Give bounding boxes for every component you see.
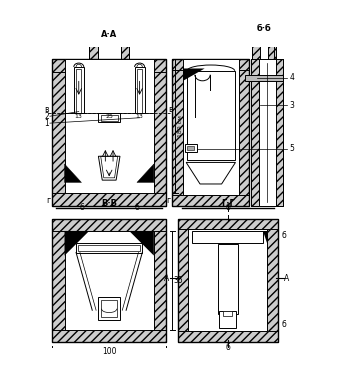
Bar	[89, 42, 129, 59]
Bar	[223, 311, 233, 316]
Bar	[172, 59, 183, 206]
Bar	[267, 219, 278, 342]
Text: г: г	[46, 196, 51, 205]
Polygon shape	[98, 156, 120, 180]
Bar	[76, 69, 82, 113]
Bar	[178, 219, 188, 342]
Bar	[154, 219, 166, 342]
Bar	[251, 59, 283, 206]
Bar	[52, 59, 166, 72]
Bar	[154, 59, 166, 206]
Bar	[178, 331, 278, 342]
Bar	[137, 69, 142, 113]
Text: 13: 13	[75, 115, 83, 120]
Text: в: в	[44, 105, 48, 114]
Bar	[252, 36, 274, 59]
Text: A·A: A·A	[101, 30, 117, 39]
Bar	[52, 59, 166, 206]
Bar	[52, 59, 64, 206]
Text: 5: 5	[289, 144, 294, 153]
Bar	[239, 59, 249, 206]
Text: 1: 1	[44, 119, 49, 128]
Bar	[183, 59, 239, 195]
Bar	[52, 219, 64, 342]
Bar	[52, 219, 166, 231]
Polygon shape	[129, 231, 154, 256]
Bar	[192, 231, 263, 243]
Text: б: б	[225, 343, 230, 352]
Bar	[268, 36, 276, 59]
Bar	[178, 219, 278, 230]
Bar	[218, 244, 238, 314]
Bar	[188, 230, 267, 331]
Bar	[172, 59, 249, 70]
Bar	[245, 75, 283, 81]
Bar	[52, 193, 166, 206]
Bar	[74, 67, 84, 113]
Text: 2: 2	[44, 112, 49, 121]
Bar	[276, 59, 283, 206]
Bar	[98, 113, 120, 122]
Polygon shape	[186, 162, 236, 184]
Bar	[251, 59, 258, 206]
Bar	[74, 231, 83, 243]
Bar	[64, 231, 154, 330]
Text: б: б	[282, 320, 286, 329]
Bar	[64, 59, 154, 193]
Bar	[252, 36, 260, 59]
Text: б: б	[282, 231, 286, 240]
Text: 25: 25	[105, 115, 113, 120]
Text: б·б: б·б	[256, 24, 271, 33]
Bar	[172, 195, 249, 206]
Text: 4: 4	[289, 73, 294, 82]
Bar	[187, 146, 194, 150]
Bar	[185, 144, 197, 152]
Text: в: в	[168, 105, 172, 114]
Text: Г·Г: Г·Г	[221, 199, 235, 208]
Text: г: г	[166, 196, 171, 205]
Polygon shape	[64, 231, 89, 256]
Bar	[135, 231, 145, 243]
Bar	[187, 71, 235, 160]
Polygon shape	[137, 164, 154, 183]
Text: А: А	[164, 274, 170, 283]
Polygon shape	[183, 68, 205, 81]
Text: 180 см: 180 см	[178, 115, 183, 137]
Polygon shape	[64, 164, 82, 183]
Bar	[134, 67, 145, 113]
Bar	[98, 297, 120, 320]
Text: А: А	[284, 274, 290, 283]
Bar	[52, 219, 166, 342]
Bar	[79, 245, 140, 251]
Bar	[263, 231, 267, 243]
Text: 100: 100	[102, 347, 117, 356]
Bar	[52, 330, 166, 342]
Bar	[258, 59, 276, 206]
Text: 35: 35	[174, 276, 183, 285]
Text: б: б	[79, 203, 84, 212]
Bar	[101, 115, 118, 121]
Bar	[178, 219, 278, 342]
Bar	[172, 59, 249, 206]
Bar	[219, 311, 236, 328]
Bar	[89, 42, 98, 59]
Polygon shape	[263, 231, 267, 243]
Text: б: б	[134, 203, 139, 212]
Bar	[76, 243, 142, 253]
Text: б: б	[225, 203, 230, 212]
Bar	[101, 300, 117, 317]
Text: В·В: В·В	[101, 199, 117, 208]
Text: 13: 13	[136, 115, 144, 120]
Bar	[121, 42, 129, 59]
Text: 3: 3	[289, 101, 294, 110]
